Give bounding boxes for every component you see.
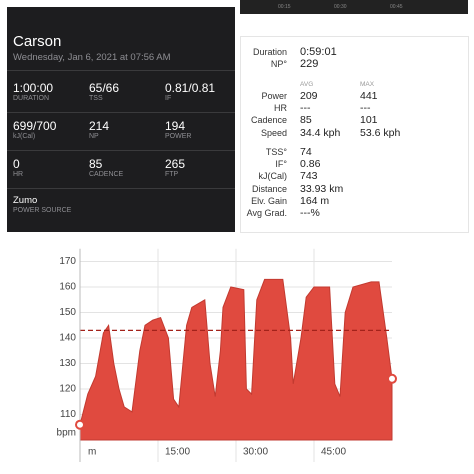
y-tick-label: 120: [59, 384, 76, 395]
detail-label: Elv. Gain: [251, 195, 287, 206]
detail-label: Distance: [251, 183, 287, 194]
detail-value: ---: [360, 102, 371, 115]
detail-value: 743: [300, 170, 318, 183]
detail-value: ---: [300, 102, 311, 115]
y-axis-label: bpm: [57, 428, 76, 439]
detail-label: HR: [274, 103, 287, 114]
detail-value: 164 m: [300, 194, 330, 207]
power-source-label: POWER SOURCE: [13, 207, 72, 214]
x-tick-label: 30:00: [243, 447, 268, 458]
detail-label: Power: [261, 91, 287, 101]
details-panel: 00:15 00:30 00:45 Duration 0:59:01 NP° 229 AVG M…: [240, 0, 469, 233]
panel-border: [240, 36, 469, 233]
detail-value: 209: [300, 90, 318, 102]
y-tick-label: 110: [60, 409, 76, 420]
detail-label: Avg Grad.: [246, 208, 287, 218]
end-marker: [387, 373, 397, 384]
metric-label: kJ(Cal): [13, 133, 36, 140]
metric-value: 0.81/0.81: [165, 81, 216, 95]
detail-value: 33.93 km: [300, 182, 344, 195]
detail-value: 101: [360, 114, 378, 127]
metric-value: 1:00:00: [13, 81, 54, 95]
detail-label: kJ(Cal): [258, 171, 288, 182]
detail-value: ---%: [300, 207, 320, 219]
detail-value: 85: [300, 114, 312, 127]
metric-label: HR: [13, 171, 24, 178]
detail-label: Cadence: [250, 115, 287, 126]
detail-label: NP°: [270, 59, 287, 70]
metric-value: 265: [165, 157, 186, 171]
detail-value: 74: [300, 146, 312, 158]
column-header: MAX: [360, 81, 375, 88]
metric-label: CADENCE: [89, 171, 124, 178]
metric-value: 85: [89, 157, 103, 171]
separator: [7, 188, 235, 189]
metric-label: NP: [89, 133, 99, 140]
x-tick-label: 15:00: [165, 447, 190, 458]
power-source-value: Zumo: [13, 195, 38, 206]
detail-label: TSS°: [265, 147, 287, 157]
activity-date: Wednesday, Jan 6, 2021 at 07:56 AM: [13, 52, 171, 63]
detail-value: 53.6 kph: [360, 126, 401, 139]
metric-value: 0: [13, 157, 20, 171]
detail-value: 0:59:01: [300, 46, 337, 58]
detail-value: 0.86: [300, 158, 321, 171]
column-header: AVG: [300, 81, 314, 88]
metric-label: IF: [165, 95, 172, 102]
separator: [7, 150, 235, 151]
detail-label: IF°: [275, 159, 287, 170]
metric-label: POWER: [165, 133, 192, 140]
metric-value: 194: [165, 119, 186, 133]
detail-value: 34.4 kph: [300, 126, 341, 139]
y-tick-label: 160: [59, 282, 76, 293]
end-marker: [75, 419, 85, 430]
metric-value: 699/700: [13, 119, 57, 133]
metric-value: 214: [89, 119, 110, 133]
x-tick-label: 45:00: [321, 447, 346, 458]
metric-value: 65/66: [89, 81, 120, 95]
detail-label: Speed: [260, 127, 287, 138]
y-tick-label: 140: [59, 333, 76, 344]
detail-value: 441: [360, 90, 378, 102]
metric-label: FTP: [165, 171, 179, 178]
metric-label: DURATION: [13, 95, 50, 102]
separator: [7, 70, 235, 71]
y-tick-label: 130: [59, 358, 76, 369]
separator: [7, 112, 235, 113]
timeline-label: 00:30: [334, 4, 347, 10]
summary-panel: Carson Wednesday, Jan 6, 2021 at 07:56 AM…: [7, 7, 235, 232]
x-axis-label: m: [88, 447, 96, 458]
metric-label: TSS: [89, 95, 103, 102]
timeline-label: 00:15: [278, 4, 291, 10]
area: [79, 278, 393, 441]
y-tick-label: 170: [59, 256, 76, 267]
detail-value: 229: [300, 58, 319, 71]
detail-label: Duration: [252, 47, 287, 57]
athlete-name: Carson: [13, 33, 62, 50]
y-tick-label: 150: [59, 307, 76, 318]
timeline-bar: [240, 0, 468, 14]
timeline-label: 00:45: [390, 4, 403, 10]
